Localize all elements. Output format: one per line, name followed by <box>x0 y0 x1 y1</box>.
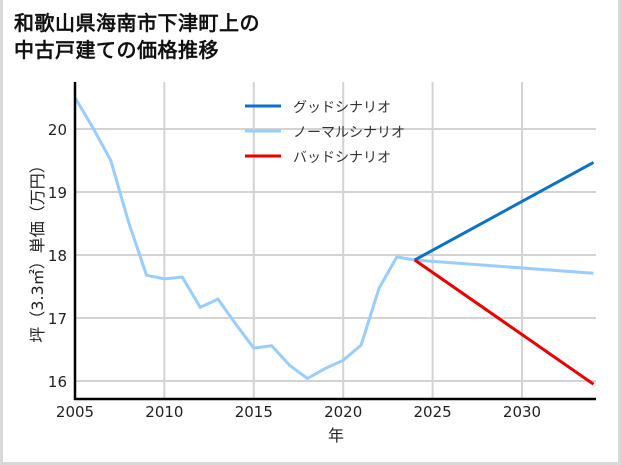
tick-labels: 16 17 18 19 20 2005 2010 2015 2020 2025 2030 <box>48 121 541 421</box>
legend-label: ノーマルシナリオ <box>293 125 405 141</box>
legend-item <box>244 151 544 171</box>
y-tick-label: 18 <box>48 247 67 265</box>
x-tick-label: 2020 <box>324 403 362 421</box>
y-tick-label: 16 <box>48 373 67 391</box>
y-tick-label: 19 <box>48 184 67 202</box>
x-tick-label: 2015 <box>235 403 273 421</box>
y-tick-label: 20 <box>48 121 67 139</box>
x-tick-label: 2010 <box>145 403 183 421</box>
x-tick-label: 2025 <box>414 403 452 421</box>
y-tick-label: 17 <box>48 310 67 328</box>
x-axis-label: 年 <box>328 426 344 445</box>
chart-title: 和歌山県海南市下津町上の 中古戸建ての価格推移 <box>14 11 260 62</box>
legend-label: バッドシナリオ <box>293 150 391 166</box>
series-lines <box>73 96 595 386</box>
legend-item <box>244 101 544 121</box>
series-line <box>413 161 595 262</box>
series-line <box>413 258 595 386</box>
x-tick-label: 2005 <box>56 403 94 421</box>
x-tick-label: 2030 <box>503 403 541 421</box>
legend-label: グッドシナリオ <box>293 100 391 116</box>
axes <box>73 82 596 401</box>
y-axis-label: 坪（3.3㎡）単価（万円） <box>28 157 47 342</box>
chart-frame: 和歌山県海南市下津町上の 中古戸建ての価格推移 <box>3 0 618 462</box>
series-line <box>73 96 594 381</box>
grid <box>74 82 596 399</box>
